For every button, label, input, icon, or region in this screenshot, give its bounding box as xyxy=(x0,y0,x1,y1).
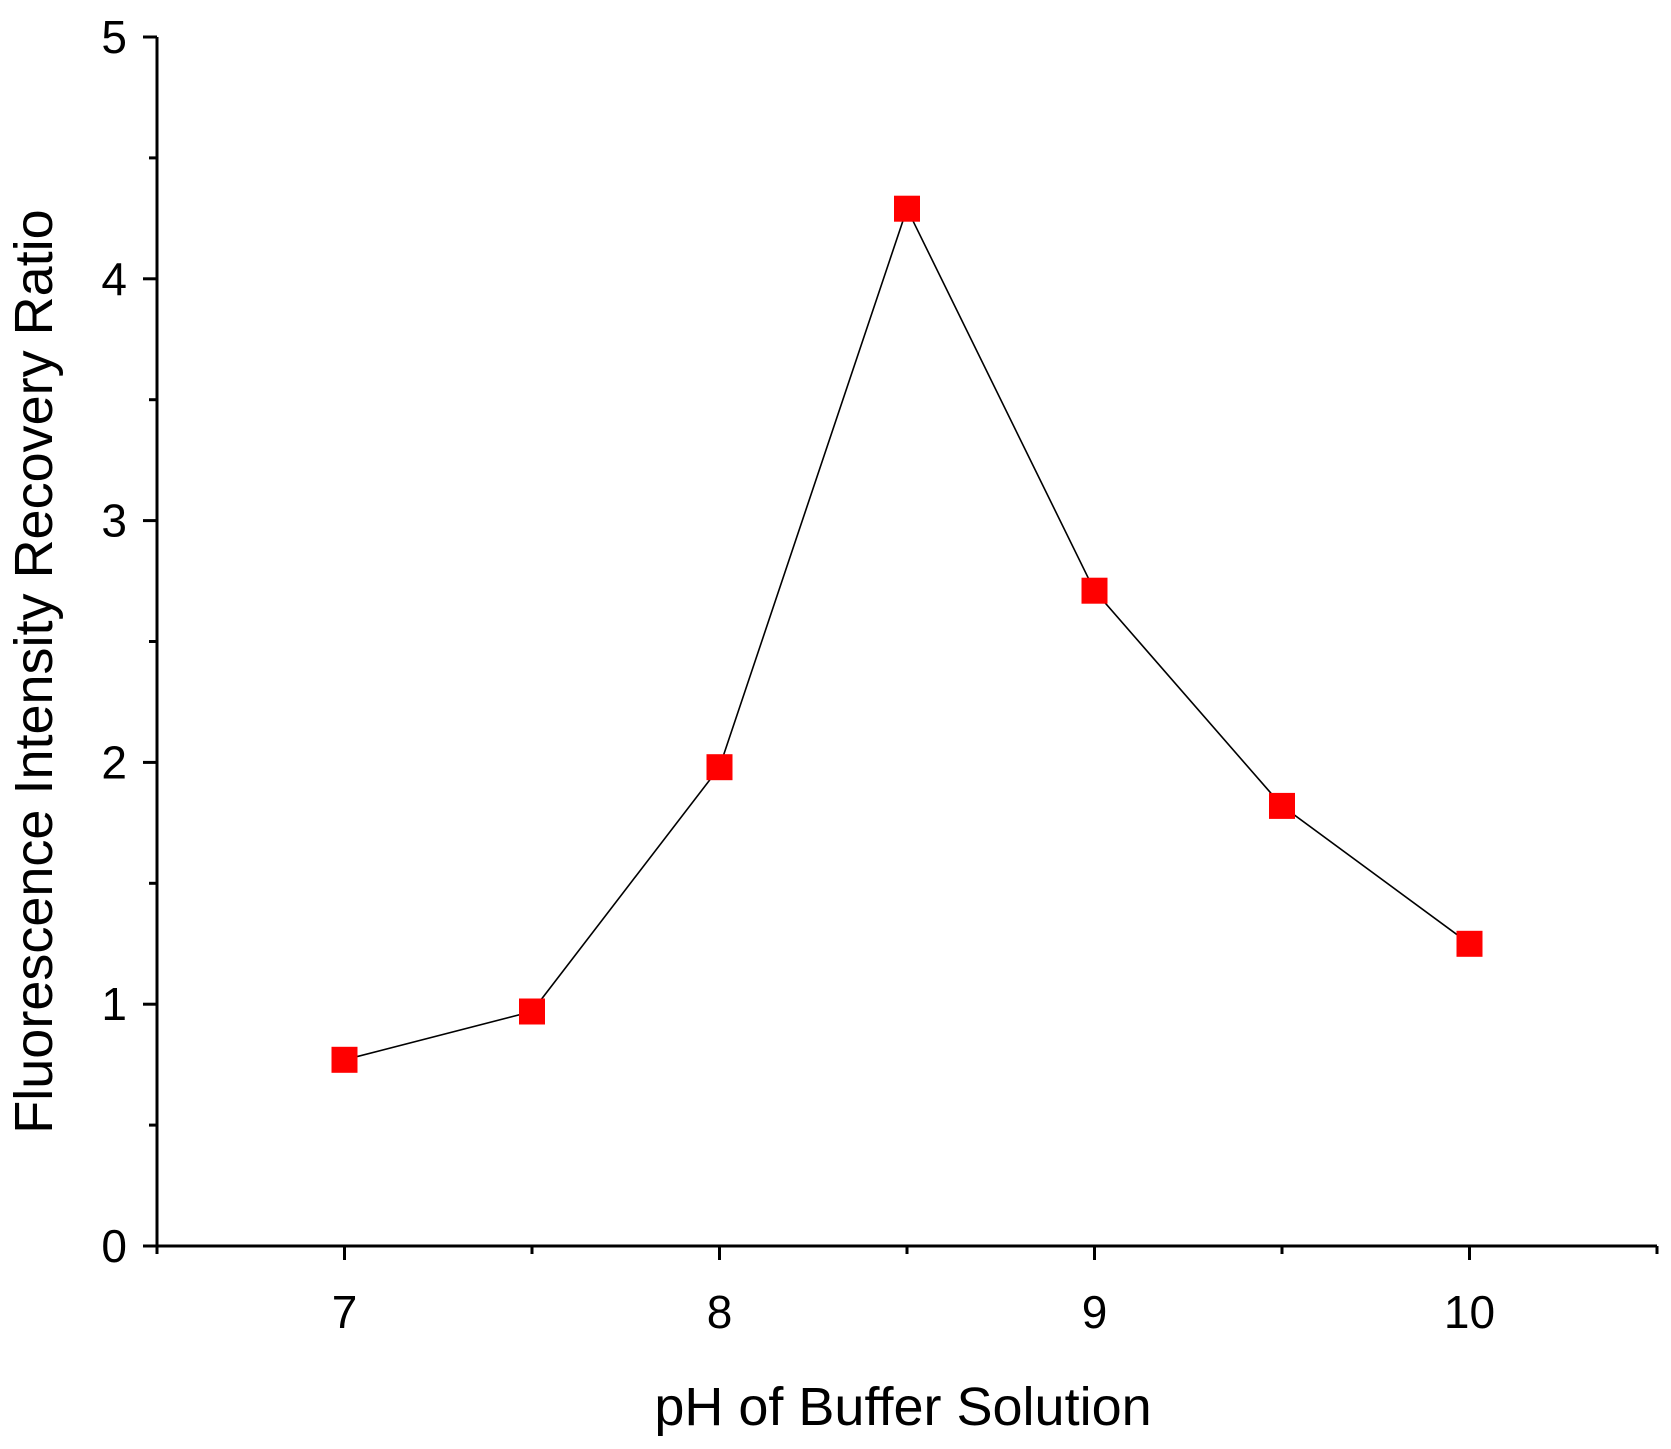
data-point-marker xyxy=(519,998,545,1025)
y-tick-label: 2 xyxy=(101,736,127,788)
ticks xyxy=(143,35,1659,1260)
y-tick-label: 5 xyxy=(101,11,127,63)
data-series xyxy=(331,195,1483,1073)
y-tick-label: 4 xyxy=(101,253,127,305)
y-tick-label: 3 xyxy=(101,495,127,547)
tick-labels: 0 1 2 3 4 5 7 8 9 10 xyxy=(101,11,1495,1338)
data-point-marker xyxy=(1269,792,1295,819)
data-point-marker xyxy=(706,754,733,781)
data-point-marker xyxy=(1456,930,1483,957)
x-tick-label: 10 xyxy=(1444,1286,1495,1338)
x-tick-label: 8 xyxy=(707,1286,733,1338)
y-tick-label: 0 xyxy=(101,1220,127,1272)
y-axis-title: Fluorescence Intensity Recovery Ratio xyxy=(4,209,64,1133)
data-point-marker xyxy=(331,1046,358,1073)
data-point-marker xyxy=(894,195,920,222)
x-tick-label: 9 xyxy=(1082,1286,1108,1338)
series-line xyxy=(344,206,1470,1061)
x-tick-label: 7 xyxy=(332,1286,358,1338)
data-point-marker xyxy=(1081,577,1108,604)
y-tick-label: 1 xyxy=(101,978,127,1030)
x-axis-title: pH of Buffer Solution xyxy=(654,1377,1151,1437)
